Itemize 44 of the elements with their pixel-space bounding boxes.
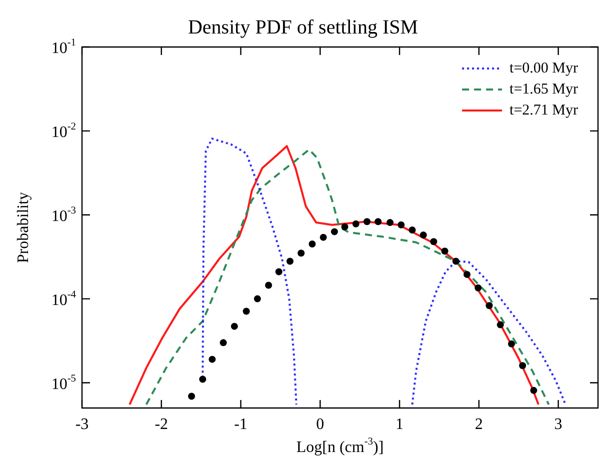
- y-axis-title: Probability: [15, 192, 32, 264]
- legend-label: t=2.71 Myr: [510, 102, 578, 118]
- point: [408, 226, 416, 234]
- point: [363, 218, 370, 226]
- point: [265, 282, 272, 289]
- x-tick-label: -3: [75, 416, 89, 434]
- point: [430, 238, 438, 246]
- point: [452, 258, 460, 265]
- point: [286, 258, 294, 265]
- point: [208, 356, 216, 363]
- point: [519, 362, 526, 370]
- point: [464, 270, 471, 278]
- x-tick-label: 3: [554, 416, 562, 434]
- point: [275, 268, 282, 276]
- point: [242, 308, 250, 315]
- point: [199, 376, 206, 383]
- point: [398, 221, 405, 228]
- point: [188, 392, 196, 400]
- point: [220, 339, 227, 346]
- x-tick-label: -2: [154, 416, 168, 434]
- point: [420, 232, 427, 239]
- point: [341, 223, 348, 230]
- x-tick-label: 1: [396, 416, 404, 434]
- point: [352, 220, 360, 228]
- point: [441, 248, 448, 255]
- legend-label: t=0.00 Myr: [510, 60, 578, 76]
- point: [230, 322, 238, 330]
- point: [254, 295, 261, 302]
- point: [298, 250, 305, 257]
- point: [330, 228, 338, 236]
- x-tick-label: -1: [234, 416, 248, 434]
- point: [474, 284, 482, 292]
- point: [508, 340, 515, 348]
- point: [374, 218, 382, 226]
- x-tick-label: 2: [474, 416, 483, 434]
- point: [308, 240, 316, 248]
- x-tick-label: 0: [316, 416, 324, 434]
- point: [486, 302, 493, 310]
- chart-title: Density PDF of settling ISM: [188, 16, 418, 38]
- point: [530, 386, 538, 394]
- legend-label: t=1.65 Myr: [510, 81, 578, 98]
- point: [320, 234, 327, 241]
- point: [386, 219, 394, 226]
- point: [496, 321, 504, 328]
